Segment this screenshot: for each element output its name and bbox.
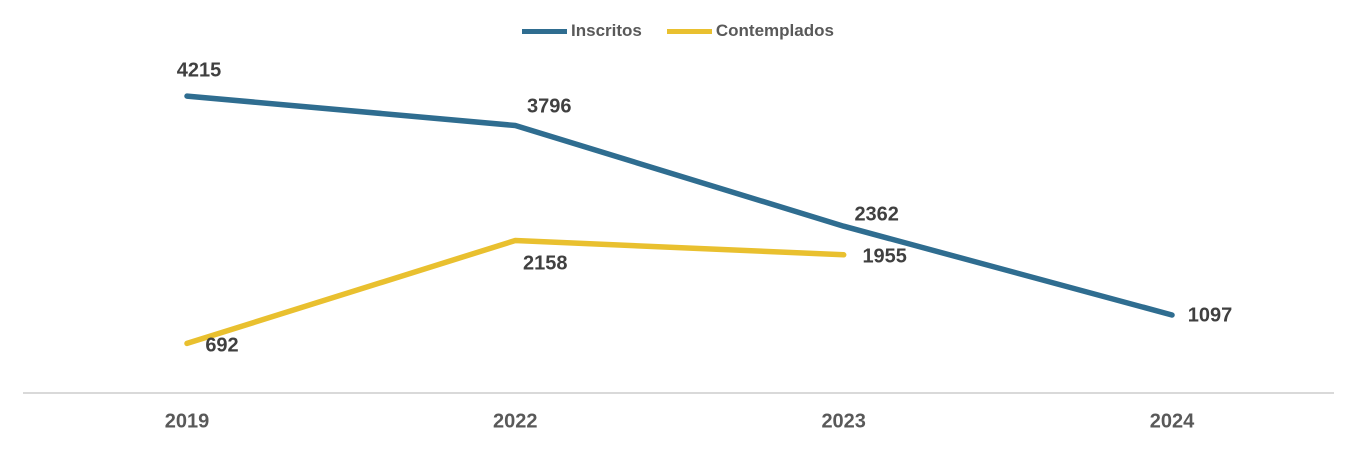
data-label-contemplados-2019: 692 <box>205 334 239 357</box>
legend-line-swatch-contemplados <box>666 28 712 34</box>
contemplados-line <box>184 237 847 347</box>
x-axis-label-2023: 2023 <box>821 410 866 433</box>
x-axis-label-2022: 2022 <box>493 410 538 433</box>
inscritos-line <box>184 93 1175 318</box>
legend-label-inscritos: Inscritos <box>571 21 642 40</box>
legend-line-swatch-inscritos <box>522 28 568 34</box>
legend-label-contemplados: Contemplados <box>715 21 834 40</box>
data-label-inscritos-2023: 2362 <box>854 203 899 226</box>
chart-legend: Inscritos Contemplados <box>0 21 1356 41</box>
x-axis-label-2019: 2019 <box>164 410 210 433</box>
data-label-inscritos-2022: 3796 <box>527 95 572 118</box>
data-label-inscritos-2024: 1097 <box>1187 304 1233 327</box>
legend-item-contemplados: Contemplados <box>666 21 834 41</box>
data-label-contemplados-2022: 2158 <box>523 252 568 274</box>
x-axis-label-2024: 2024 <box>1149 410 1195 433</box>
legend-item-inscritos: Inscritos <box>522 21 642 41</box>
data-label-contemplados-2023: 1955 <box>862 245 907 268</box>
data-label-inscritos-2019: 4215 <box>176 59 222 82</box>
